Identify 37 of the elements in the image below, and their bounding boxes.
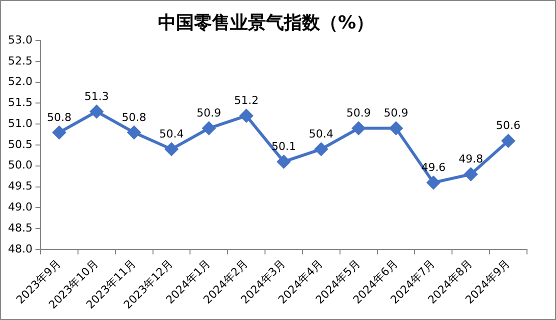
point: [164, 142, 178, 156]
y-tick-label: 49.5: [8, 180, 32, 193]
point: [314, 142, 328, 156]
y-tick-label: 48.0: [8, 242, 32, 256]
y-tick-label: 53.0: [8, 33, 32, 46]
point: [390, 122, 403, 135]
y-tick-label: 52.0: [8, 75, 32, 88]
point: [90, 105, 104, 118]
y-tick-label: 51.5: [8, 96, 32, 110]
chart-title: 中国零售业景气指数（%）: [158, 12, 374, 34]
y-tick-label: 50.5: [8, 138, 32, 151]
y-tick-label: 52.5: [8, 54, 32, 68]
data-label: 50.9: [196, 106, 222, 120]
data-label: 50.4: [308, 128, 334, 141]
y-tick-label: 49.0: [8, 200, 32, 214]
point: [426, 176, 440, 190]
point: [464, 168, 478, 181]
data-label: 50.6: [496, 119, 521, 132]
point: [352, 122, 366, 135]
point: [52, 126, 66, 139]
point: [277, 155, 290, 168]
point: [502, 134, 515, 148]
data-label: 51.2: [234, 94, 259, 108]
data-label: 49.8: [458, 152, 484, 166]
data-label: 51.3: [84, 90, 109, 103]
y-tick-label: 51.0: [8, 116, 32, 130]
data-label: 50.8: [46, 110, 72, 124]
data-label: 50.8: [122, 110, 146, 124]
point: [240, 109, 253, 122]
point: [128, 126, 141, 139]
data-label: 50.1: [271, 140, 296, 154]
y-tick-label: 50.0: [8, 158, 32, 172]
data-label: 50.9: [384, 106, 408, 120]
point: [202, 122, 216, 135]
data-label: 50.4: [159, 128, 184, 141]
data-label: 50.9: [346, 106, 371, 120]
y-tick-label: 48.5: [8, 221, 32, 234]
